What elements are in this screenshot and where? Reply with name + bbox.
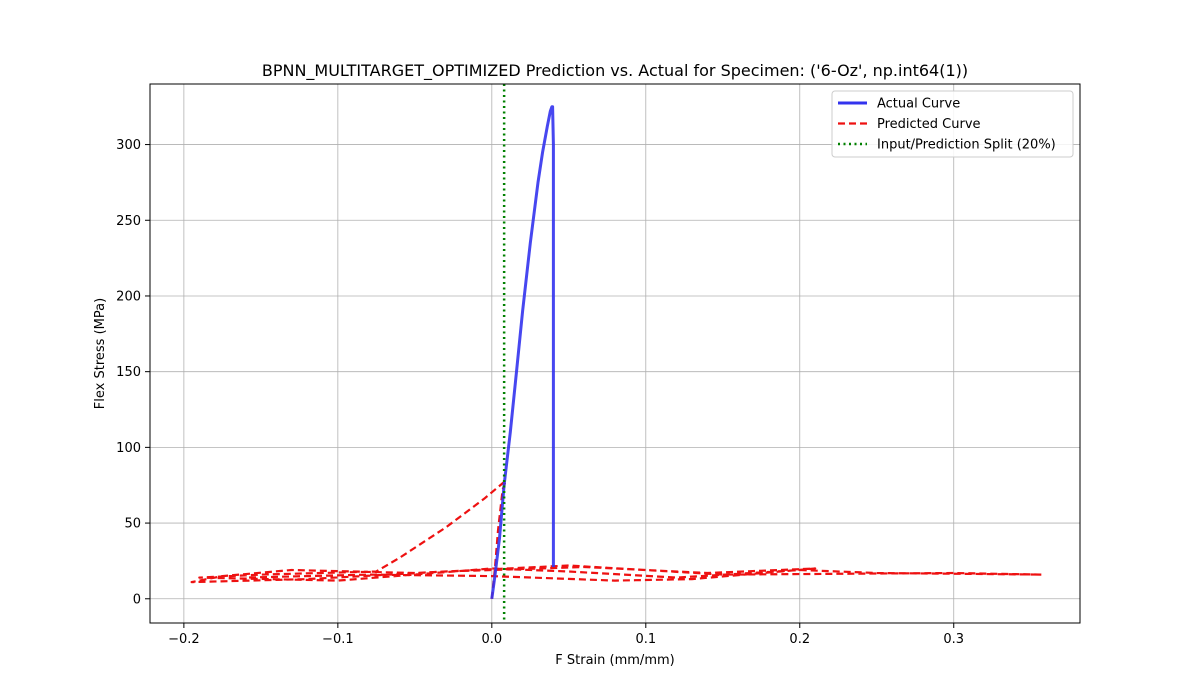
y-tick-label: 50 <box>124 517 141 532</box>
legend-box <box>831 90 1074 158</box>
y-tick-label: 150 <box>116 365 141 380</box>
y-tick-label: 250 <box>116 214 141 229</box>
grid <box>150 84 1080 623</box>
y-tick-label: 100 <box>116 441 141 456</box>
y-axis-label: Flex Stress (MPa) <box>93 298 108 409</box>
x-axis-label: F Strain (mm/mm) <box>555 653 674 668</box>
legend: Actual Curve Predicted Curve Input/Predict… <box>831 90 1074 158</box>
y-axis-ticks: 0 50 100 150 200 250 300 <box>116 138 150 607</box>
chart-title: BPNN_MULTITARGET_OPTIMIZED Prediction vs… <box>262 61 968 81</box>
y-tick-label: 300 <box>116 138 141 153</box>
actual-curve-line <box>490 105 555 600</box>
x-tick-label: 0.1 <box>635 632 656 647</box>
x-tick-label: 0.2 <box>789 632 810 647</box>
legend-label: Predicted Curve <box>877 117 981 132</box>
axes-frame <box>149 83 1081 624</box>
x-tick-label: −0.1 <box>322 632 354 647</box>
x-axis-ticks: −0.2 −0.1 0.0 0.1 0.2 0.3 <box>168 623 964 647</box>
legend-label: Actual Curve <box>877 97 960 112</box>
predicted-curve-line <box>190 479 1043 599</box>
x-tick-label: 0.0 <box>481 632 502 647</box>
legend-label: Input/Prediction Split (20%) <box>877 138 1056 153</box>
y-tick-label: 0 <box>133 592 141 607</box>
x-tick-label: −0.2 <box>168 632 200 647</box>
y-tick-label: 200 <box>116 289 141 304</box>
x-tick-label: 0.3 <box>943 632 964 647</box>
